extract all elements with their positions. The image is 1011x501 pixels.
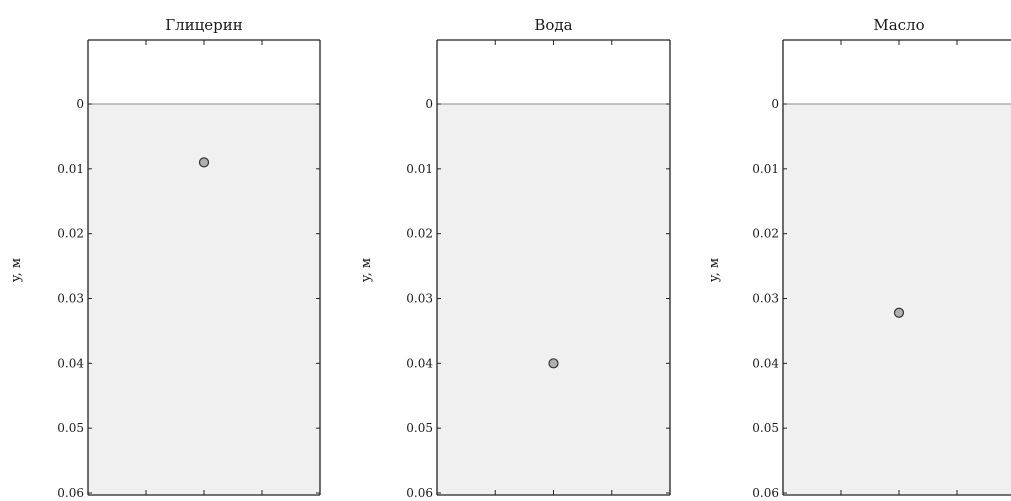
liquid-region	[88, 104, 320, 495]
y-tick-label: 0.03	[752, 292, 779, 306]
chart-panel-2: 0 0.01 0.02 0.03 0.04 0.05 0.06 Вода y, м	[359, 16, 671, 500]
y-axis-label: y, м	[359, 258, 374, 283]
chart-title: Вода	[534, 16, 572, 34]
y-axis-label: y, м	[9, 258, 24, 283]
y-tick-label: 0.02	[752, 227, 779, 241]
y-tick-label: 0.05	[752, 421, 779, 435]
chart-title: Масло	[873, 16, 924, 34]
data-point-1	[198, 157, 210, 168]
chart-panel-3: 0 0.01 0.02 0.03 0.04 0.05 0.06 Масло y, м	[707, 16, 1011, 500]
y-tick-label: 0.06	[57, 486, 84, 500]
y-tick-label: 0	[76, 97, 84, 111]
y-tick-label: 0.03	[57, 292, 84, 306]
y-tick-label: 0.05	[57, 421, 84, 435]
y-tick-label: 0.06	[752, 486, 779, 500]
data-point-1	[548, 358, 559, 369]
y-tick-label: 0.03	[406, 292, 433, 306]
y-tick-label: 0.04	[752, 356, 779, 370]
y-tick-label: 0.02	[57, 227, 84, 241]
y-tick-label: 0	[425, 97, 433, 111]
y-axis-label: y, м	[707, 258, 722, 283]
y-tick-label: 0.01	[406, 162, 433, 176]
y-tick-label: 0.04	[406, 356, 433, 370]
data-point-1	[893, 307, 905, 318]
y-tick-label: 0.06	[406, 486, 433, 500]
y-tick-label: 0.01	[752, 162, 779, 176]
y-tick-label: 0.04	[57, 356, 84, 370]
y-tick-label: 0.01	[57, 162, 84, 176]
chart-panel-1: 0 0.01 0.02 0.03 0.04 0.05 0.06 Глицерин y, м	[9, 16, 321, 500]
chart-title: Глицерин	[165, 16, 243, 34]
y-tick-label: 0	[771, 97, 779, 111]
y-tick-label: 0.02	[406, 227, 433, 241]
liquid-region	[437, 104, 670, 495]
y-tick-label: 0.05	[406, 421, 433, 435]
liquid-region	[783, 104, 1011, 495]
